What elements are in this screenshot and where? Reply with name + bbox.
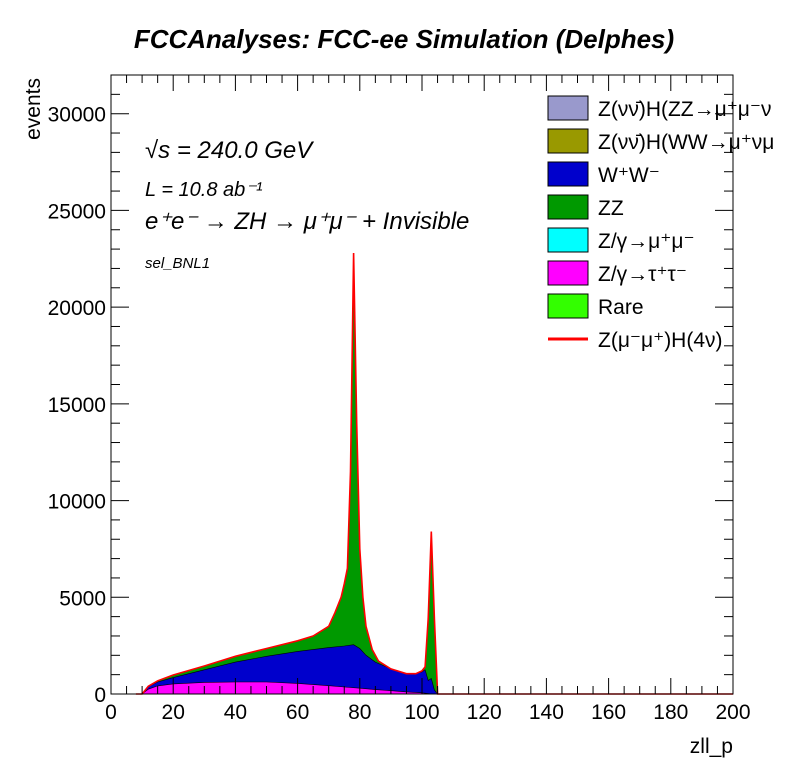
y-tick-label: 10000: [48, 491, 106, 514]
x-tick-label: 20: [162, 701, 185, 724]
y-tick-label: 15000: [48, 394, 106, 417]
legend-label: Rare: [598, 296, 644, 319]
y-tick-label: 25000: [48, 200, 106, 223]
y-tick-label: 0: [94, 684, 106, 707]
legend-swatch: [547, 194, 589, 220]
x-axis-label: zll_p: [690, 735, 733, 758]
chart-title: FCCAnalyses: FCC-ee Simulation (Delphes): [134, 24, 674, 54]
x-tick-label: 180: [653, 701, 688, 724]
series-1-area: [135, 644, 733, 695]
legend-swatch: [547, 161, 589, 187]
annotation-lumi: L = 10.8 ab⁻¹: [145, 179, 263, 201]
x-tick-label: 200: [715, 701, 750, 724]
y-tick-label: 30000: [48, 104, 106, 127]
x-tick-label: 160: [591, 701, 626, 724]
series-0-area: [135, 681, 733, 695]
legend-swatch: [547, 293, 589, 319]
legend-label: W⁺W⁻: [598, 164, 660, 187]
legend-label: ZZ: [598, 197, 624, 220]
y-tick-label: 5000: [59, 587, 106, 610]
legend-swatch: [547, 227, 589, 253]
y-tick-label: 20000: [48, 297, 106, 320]
x-tick-label: 100: [404, 701, 439, 724]
x-tick-label: 140: [529, 701, 564, 724]
legend-swatch: [547, 260, 589, 286]
annotation-sqrt-s: √s = 240.0 GeV: [145, 137, 314, 164]
legend-label: Z/γ→τ⁺τ⁻: [598, 263, 687, 286]
x-tick-label: 40: [224, 701, 247, 724]
annotation-process: e⁺e⁻ → ZH → μ⁺μ⁻ + Invisible: [145, 208, 469, 235]
legend-label: Z/γ→μ⁺μ⁻: [598, 230, 695, 253]
plot-background: [111, 75, 733, 694]
annotation-selection: sel_BNL1: [145, 255, 210, 272]
plot-area: 0 20 40 60 80 100 120 140 160 180 200 0 5000 10000 150…: [48, 74, 751, 724]
x-tick-label: 120: [467, 701, 502, 724]
legend-swatch: [547, 128, 589, 154]
legend-swatch: [547, 95, 589, 121]
x-tick-label: 0: [105, 701, 117, 724]
legend-label: Z(νν̄)H(WW→μ⁺νμ: [598, 131, 774, 154]
legend-label: Z(μ⁻μ⁺)H(4ν): [598, 329, 723, 352]
signal-line: [135, 252, 733, 695]
x-tick-label: 60: [286, 701, 309, 724]
x-tick-label: 80: [348, 701, 371, 724]
y-axis-label: events: [22, 78, 45, 140]
legend-label: Z(νν̄)H(ZZ→μ⁺μ⁻ν: [598, 98, 772, 121]
legend: Z(νν̄)H(ZZ→μ⁺μ⁻ν Z(νν̄)H(WW→μ⁺νμ W⁺W⁻ ZZ Z/γ…: [547, 95, 774, 352]
